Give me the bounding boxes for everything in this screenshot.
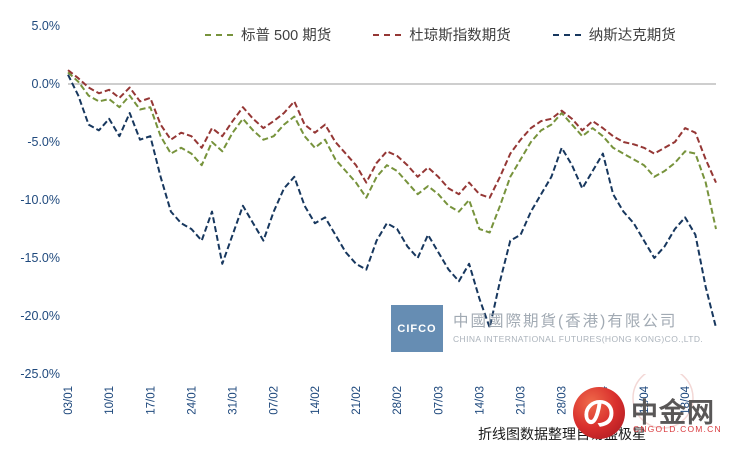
svg-text:14/02: 14/02 [310, 386, 322, 415]
svg-text:24/01: 24/01 [186, 386, 198, 415]
svg-text:5.0%: 5.0% [32, 19, 61, 33]
company-name-cn: 中國國際期貨(香港)有限公司 [453, 313, 678, 330]
legend-label-sp500: 标普 500 期货 [241, 28, 332, 44]
svg-text:07/02: 07/02 [269, 386, 281, 415]
svg-text:28/03: 28/03 [557, 386, 569, 415]
cngold-emblem-icon: の [573, 374, 694, 439]
svg-text:の: の [582, 395, 616, 433]
svg-text:03/01: 03/01 [63, 386, 75, 415]
svg-text:28/02: 28/02 [392, 386, 404, 415]
cngold-title: 中金网 [631, 398, 715, 428]
svg-text:-15.0%: -15.0% [20, 251, 60, 265]
svg-text:07/03: 07/03 [433, 386, 445, 415]
cngold-logo: の 中金网 CNGOLD.COM.CN [555, 374, 725, 457]
cngold-subtitle: CNGOLD.COM.CN [633, 424, 722, 434]
sp500-line-swatch [205, 33, 233, 36]
svg-text:-25.0%: -25.0% [20, 367, 60, 381]
cifco-watermark: CIFCO 中國國際期貨(香港)有限公司 CHINA INTERNATIONAL… [391, 305, 703, 352]
legend-item-dowjones: 杜琼斯指数期货 [373, 24, 511, 45]
svg-text:31/01: 31/01 [228, 386, 240, 415]
chart-legend: 标普 500 期货 杜琼斯指数期货 纳斯达克期货 [205, 24, 676, 45]
legend-item-nasdaq: 纳斯达克期货 [552, 24, 676, 45]
dowjones-line-swatch [373, 33, 402, 36]
legend-label-nasdaq: 纳斯达克期货 [588, 28, 676, 44]
nasdaq-line-swatch [552, 33, 581, 36]
svg-text:-20.0%: -20.0% [20, 309, 60, 323]
cifco-logo-box: CIFCO [391, 305, 443, 352]
svg-text:0.0%: 0.0% [32, 77, 61, 91]
cifco-company-names: 中國國際期貨(香港)有限公司 CHINA INTERNATIONAL FUTUR… [453, 305, 703, 344]
svg-text:-10.0%: -10.0% [20, 193, 60, 207]
svg-text:18/04: 18/04 [680, 385, 692, 414]
svg-text:21/02: 21/02 [351, 386, 363, 415]
cifco-logo-text: CIFCO [397, 322, 437, 335]
svg-text:17/01: 17/01 [145, 386, 157, 415]
svg-text:14/03: 14/03 [474, 386, 486, 415]
svg-text:10/01: 10/01 [104, 386, 116, 415]
legend-label-dowjones: 杜琼斯指数期货 [409, 28, 511, 44]
svg-text:21/03: 21/03 [516, 386, 528, 415]
svg-text:-5.0%: -5.0% [27, 135, 60, 149]
legend-item-sp500: 标普 500 期货 [205, 24, 331, 45]
company-name-en: CHINA INTERNATIONAL FUTURES(HONG KONG)CO… [453, 334, 704, 344]
svg-text:11/04: 11/04 [639, 385, 651, 414]
